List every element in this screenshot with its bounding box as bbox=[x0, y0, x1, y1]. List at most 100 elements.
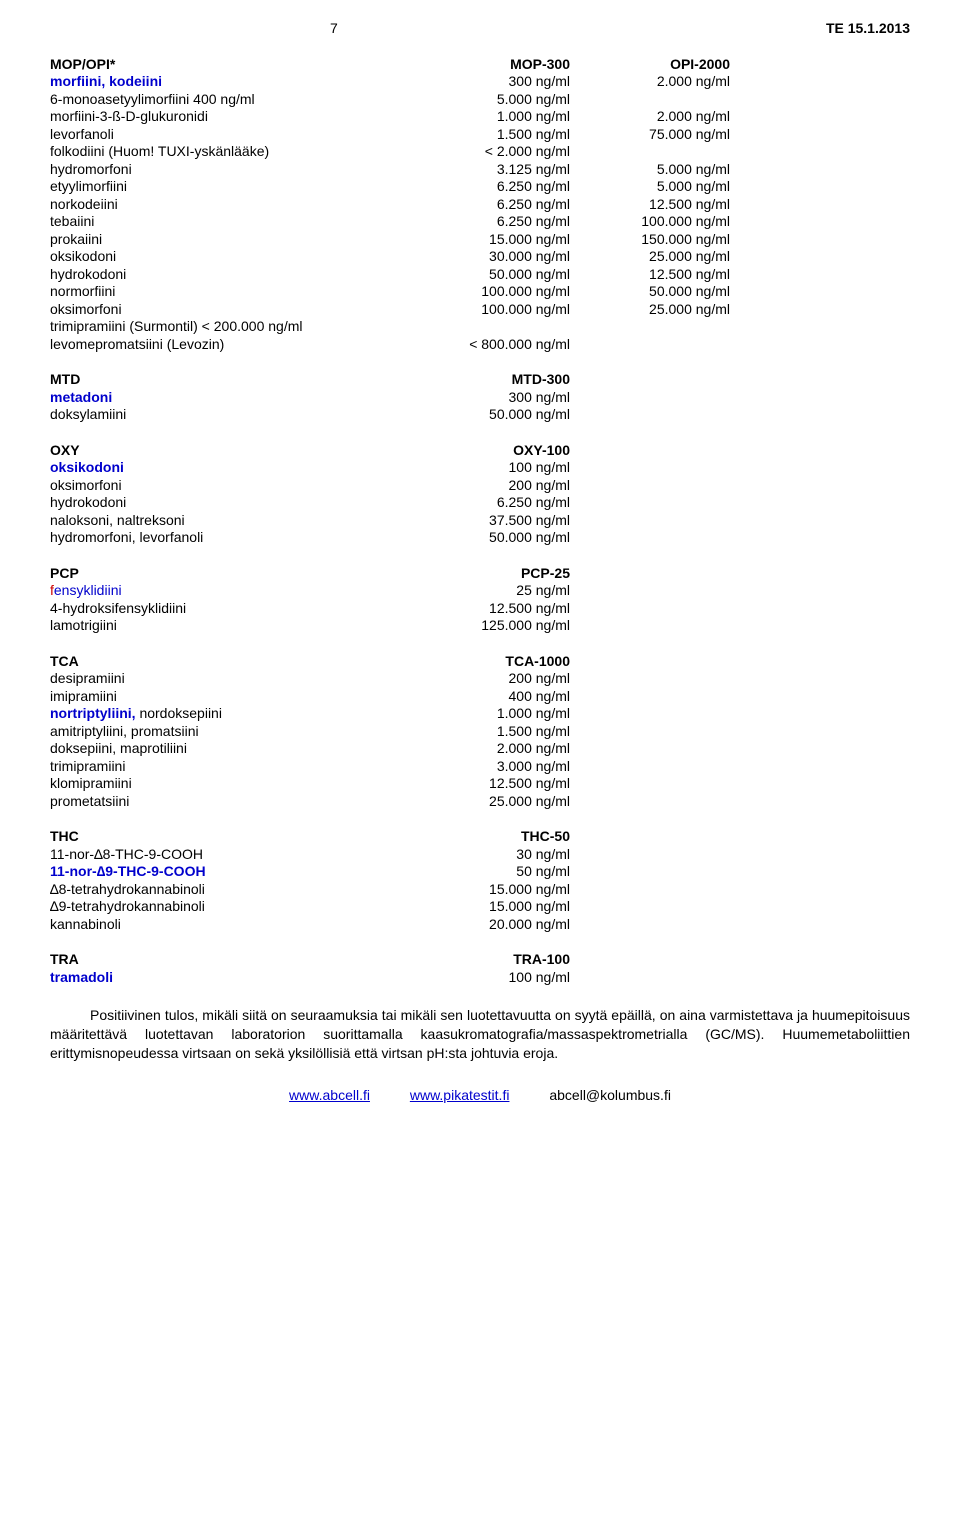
value-col-1: 25.000 ng/ml bbox=[410, 793, 570, 811]
table-row: ∆9-tetrahydrokannabinoli15.000 ng/ml bbox=[50, 898, 910, 916]
table-row: morfiini-3-ß-D-glukuronidi1.000 ng/ml2.0… bbox=[50, 108, 910, 126]
table-row: hydrokodoni6.250 ng/ml bbox=[50, 494, 910, 512]
value-col-1: < 2.000 ng/ml bbox=[410, 143, 570, 161]
table-row: doksylamiini50.000 ng/ml bbox=[50, 406, 910, 424]
value-col-1: 5.000 ng/ml bbox=[410, 91, 570, 109]
value-col-2: 12.500 ng/ml bbox=[570, 196, 730, 214]
substance-name: kannabinoli bbox=[50, 916, 410, 934]
value-col-2: 25.000 ng/ml bbox=[570, 248, 730, 266]
table-row: naloksoni, naltreksoni37.500 ng/ml bbox=[50, 512, 910, 530]
table-row: oksikodoni100 ng/ml bbox=[50, 459, 910, 477]
pcp-section: PCPPCP-25fensyklidiini25 ng/ml4-hydroksi… bbox=[50, 565, 910, 635]
substance-name: trimipramiini (Surmontil) < 200.000 ng/m… bbox=[50, 318, 410, 336]
substance-name: OXY bbox=[50, 442, 410, 460]
oxy-section: OXYOXY-100oksikodoni100 ng/mloksimorfoni… bbox=[50, 442, 910, 547]
substance-name: TCA bbox=[50, 653, 410, 671]
table-row: oksimorfoni100.000 ng/ml25.000 ng/ml bbox=[50, 301, 910, 319]
table-row: MOP/OPI*MOP-300OPI-2000 bbox=[50, 56, 910, 74]
value-col-1: 15.000 ng/ml bbox=[410, 881, 570, 899]
value-col-1: 100.000 ng/ml bbox=[410, 301, 570, 319]
table-row: hydrokodoni50.000 ng/ml12.500 ng/ml bbox=[50, 266, 910, 284]
substance-name: prometatsiini bbox=[50, 793, 410, 811]
table-row: hydromorfoni3.125 ng/ml5.000 ng/ml bbox=[50, 161, 910, 179]
substance-name: doksepiini, maprotiliini bbox=[50, 740, 410, 758]
value-col-2: 100.000 ng/ml bbox=[570, 213, 730, 231]
substance-name: tebaiini bbox=[50, 213, 410, 231]
value-col-2 bbox=[570, 91, 730, 109]
value-col-2: OPI-2000 bbox=[570, 56, 730, 74]
value-col-1: 1.000 ng/ml bbox=[410, 705, 570, 723]
value-col-1: 400 ng/ml bbox=[410, 688, 570, 706]
substance-name: ∆9-tetrahydrokannabinoli bbox=[50, 898, 410, 916]
substance-name: norkodeiini bbox=[50, 196, 410, 214]
value-col-1: 6.250 ng/ml bbox=[410, 213, 570, 231]
table-row: TRATRA-100 bbox=[50, 951, 910, 969]
substance-name: imipramiini bbox=[50, 688, 410, 706]
value-col-1: 1.500 ng/ml bbox=[410, 723, 570, 741]
table-row: MTDMTD-300 bbox=[50, 371, 910, 389]
value-col-1: 15.000 ng/ml bbox=[410, 898, 570, 916]
footer-link-abcell[interactable]: www.abcell.fi bbox=[289, 1087, 370, 1103]
table-row: 6-monoasetyylimorfiini 400 ng/ml5.000 ng… bbox=[50, 91, 910, 109]
table-row: oksimorfoni200 ng/ml bbox=[50, 477, 910, 495]
table-row: 11-nor-∆9-THC-9-COOH50 ng/ml bbox=[50, 863, 910, 881]
value-col-1: 3.000 ng/ml bbox=[410, 758, 570, 776]
value-col-1: 12.500 ng/ml bbox=[410, 775, 570, 793]
footer-link-pikatestit[interactable]: www.pikatestit.fi bbox=[410, 1087, 510, 1103]
substance-name: oksikodoni bbox=[50, 248, 410, 266]
table-row: TCATCA-1000 bbox=[50, 653, 910, 671]
table-row: 11-nor-∆8-THC-9-COOH30 ng/ml bbox=[50, 846, 910, 864]
paragraph-text: Positiivinen tulos, mikäli siitä on seur… bbox=[50, 1006, 910, 1063]
table-row: 4-hydroksifensyklidiini12.500 ng/ml bbox=[50, 600, 910, 618]
table-row: tebaiini6.250 ng/ml100.000 ng/ml bbox=[50, 213, 910, 231]
substance-name: levorfanoli bbox=[50, 126, 410, 144]
value-col-1: 6.250 ng/ml bbox=[410, 196, 570, 214]
table-row: etyylimorfiini6.250 ng/ml5.000 ng/ml bbox=[50, 178, 910, 196]
substance-name: tramadoli bbox=[50, 969, 410, 987]
substance-name: trimipramiini bbox=[50, 758, 410, 776]
value-col-1: THC-50 bbox=[410, 828, 570, 846]
value-col-2: 2.000 ng/ml bbox=[570, 108, 730, 126]
table-row: norkodeiini6.250 ng/ml12.500 ng/ml bbox=[50, 196, 910, 214]
value-col-1: 300 ng/ml bbox=[410, 73, 570, 91]
substance-name: 6-monoasetyylimorfiini 400 ng/ml bbox=[50, 91, 410, 109]
value-col-2: 75.000 ng/ml bbox=[570, 126, 730, 144]
value-col-1: 100 ng/ml bbox=[410, 459, 570, 477]
substance-name: morfiini-3-ß-D-glukuronidi bbox=[50, 108, 410, 126]
table-row: levorfanoli1.500 ng/ml75.000 ng/ml bbox=[50, 126, 910, 144]
table-row: levomepromatsiini (Levozin)< 800.000 ng/… bbox=[50, 336, 910, 354]
substance-name: 11-nor-∆8-THC-9-COOH bbox=[50, 846, 410, 864]
value-col-1: 100.000 ng/ml bbox=[410, 283, 570, 301]
value-col-1: 300 ng/ml bbox=[410, 389, 570, 407]
table-row: OXYOXY-100 bbox=[50, 442, 910, 460]
value-col-1: 50.000 ng/ml bbox=[410, 406, 570, 424]
substance-name: morfiini, kodeiini bbox=[50, 73, 410, 91]
substance-name: normorfiini bbox=[50, 283, 410, 301]
substance-name: THC bbox=[50, 828, 410, 846]
value-col-1: 15.000 ng/ml bbox=[410, 231, 570, 249]
substance-name: klomipramiini bbox=[50, 775, 410, 793]
value-col-1: 1.500 ng/ml bbox=[410, 126, 570, 144]
table-row: fensyklidiini25 ng/ml bbox=[50, 582, 910, 600]
substance-name: amitriptyliini, promatsiini bbox=[50, 723, 410, 741]
substance-name: desipramiini bbox=[50, 670, 410, 688]
table-row: doksepiini, maprotiliini2.000 ng/ml bbox=[50, 740, 910, 758]
value-col-1: TRA-100 bbox=[410, 951, 570, 969]
substance-name: prokaiini bbox=[50, 231, 410, 249]
value-col-1: 6.250 ng/ml bbox=[410, 494, 570, 512]
value-col-1: 2.000 ng/ml bbox=[410, 740, 570, 758]
table-row: trimipramiini3.000 ng/ml bbox=[50, 758, 910, 776]
value-col-1: 50.000 ng/ml bbox=[410, 529, 570, 547]
substance-name: hydrokodoni bbox=[50, 494, 410, 512]
substance-name: metadoni bbox=[50, 389, 410, 407]
table-row: hydromorfoni, levorfanoli50.000 ng/ml bbox=[50, 529, 910, 547]
substance-name: MTD bbox=[50, 371, 410, 389]
substance-name: folkodiini (Huom! TUXI-yskänlääke) bbox=[50, 143, 410, 161]
substance-name: levomepromatsiini (Levozin) bbox=[50, 336, 410, 354]
table-row: prokaiini15.000 ng/ml150.000 ng/ml bbox=[50, 231, 910, 249]
table-row: oksikodoni30.000 ng/ml25.000 ng/ml bbox=[50, 248, 910, 266]
value-col-2: 5.000 ng/ml bbox=[570, 161, 730, 179]
table-row: kannabinoli20.000 ng/ml bbox=[50, 916, 910, 934]
table-row: lamotrigiini125.000 ng/ml bbox=[50, 617, 910, 635]
value-col-2: 50.000 ng/ml bbox=[570, 283, 730, 301]
